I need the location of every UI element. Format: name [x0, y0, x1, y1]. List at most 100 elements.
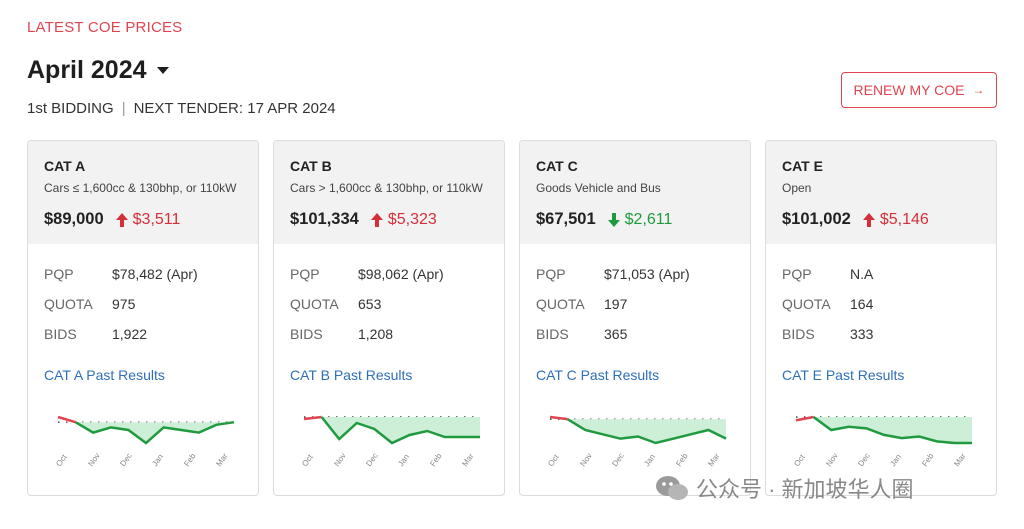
trend-line-up — [549, 415, 568, 421]
pqp-label: PQP — [782, 266, 812, 282]
category-name: CAT A — [44, 158, 86, 174]
month-title: April 2024 — [27, 56, 147, 84]
bids-value: 1,922 — [112, 326, 148, 342]
quota-label: QUOTA — [782, 296, 831, 312]
month-tick-label: Jan — [642, 452, 657, 468]
price-change: $3,511 — [115, 210, 181, 229]
price-row: $67,501 $2,611 — [536, 210, 734, 229]
bidding-round: 1st BIDDING — [27, 100, 114, 117]
trend-line — [566, 418, 727, 445]
arrow-up-icon — [862, 212, 880, 227]
pqp-value: $78,482 (Apr) — [112, 266, 198, 282]
month-tick-label: Oct — [54, 452, 69, 468]
month-tick-label: Feb — [920, 451, 936, 468]
divider: | — [121, 100, 126, 117]
watermark: 公众号 · 新加坡华人圈 — [654, 472, 914, 504]
trend-line — [320, 416, 480, 445]
renew-coe-button[interactable]: RENEW MY COE → — [841, 72, 997, 108]
coe-card-cat-a: CAT A Cars ≤ 1,600cc & 130bhp, or 110kW … — [27, 140, 259, 496]
month-tick-label: Mar — [706, 451, 721, 468]
month-tick-label: Oct — [792, 452, 807, 468]
coe-price: $101,334 — [290, 210, 359, 228]
month-tick-label: Dec — [118, 451, 134, 468]
pqp-row: PQP $71,053 (Apr) — [536, 259, 734, 289]
month-tick-label: Nov — [824, 451, 840, 468]
bids-label: BIDS — [782, 326, 815, 342]
bids-label: BIDS — [44, 326, 77, 342]
coe-price: $89,000 — [44, 210, 104, 228]
coe-card-cat-c: CAT C Goods Vehicle and Bus $67,501 $2,6… — [519, 140, 751, 496]
coe-price: $101,002 — [782, 210, 851, 228]
month-tick-label: Feb — [428, 451, 444, 468]
price-row: $89,000 $3,511 — [44, 210, 242, 229]
month-tick-label: Nov — [332, 451, 348, 468]
price-trend-chart: Oct Nov Dec Jan Feb Mar — [792, 415, 972, 468]
category-description: Cars ≤ 1,600cc & 130bhp, or 110kW — [44, 181, 237, 195]
month-selector[interactable]: April 2024 — [27, 56, 169, 85]
bids-value: 1,208 — [358, 326, 394, 342]
month-tick-label: Jan — [888, 452, 903, 468]
past-results-link[interactable]: CAT A Past Results — [44, 367, 165, 383]
bids-label: BIDS — [536, 326, 569, 342]
bids-label: BIDS — [290, 326, 323, 342]
month-tick-label: Nov — [86, 451, 102, 468]
trend-line — [812, 415, 972, 445]
month-tick-label: Jan — [150, 452, 165, 468]
month-tick-label: Mar — [952, 451, 967, 468]
month-tick-label: Mar — [214, 451, 229, 468]
arrow-up-icon — [370, 212, 388, 227]
bids-row: BIDS 1,208 — [290, 319, 488, 349]
wechat-icon — [656, 476, 688, 500]
pqp-row: PQP $98,062 (Apr) — [290, 259, 488, 289]
coe-card-cat-b: CAT B Cars > 1,600cc & 130bhp, or 110kW … — [273, 140, 505, 496]
month-tick-label: Dec — [856, 451, 872, 468]
month-tick-label: Oct — [546, 452, 561, 468]
price-trend-chart: Oct Nov Dec Jan Feb Mar — [546, 415, 727, 468]
month-tick-label: Feb — [182, 451, 198, 468]
quota-row: QUOTA 164 — [782, 289, 980, 319]
pqp-value: $71,053 (Apr) — [604, 266, 690, 282]
price-change: $5,146 — [862, 210, 929, 229]
price-change-value: $3,511 — [132, 210, 181, 228]
arrow-right-icon: → — [972, 83, 985, 97]
trend-area — [813, 417, 972, 443]
category-description: Cars > 1,600cc & 130bhp, or 110kW — [290, 181, 483, 195]
caret-down-icon — [156, 67, 169, 74]
pqp-value: $98,062 (Apr) — [358, 266, 444, 282]
quota-row: QUOTA 653 — [290, 289, 488, 319]
pqp-row: PQP N.A — [782, 259, 980, 289]
price-row: $101,002 $5,146 — [782, 210, 980, 229]
quota-value: 653 — [358, 296, 382, 312]
card-header: CAT A Cars ≤ 1,600cc & 130bhp, or 110kW … — [28, 141, 258, 244]
bids-value: 365 — [604, 326, 628, 342]
pqp-label: PQP — [290, 266, 320, 282]
month-tick-label: Oct — [300, 452, 315, 468]
price-change: $2,611 — [607, 211, 672, 229]
trend-line — [74, 420, 235, 445]
month-tick-label: Mar — [460, 451, 475, 468]
price-trend-chart: Oct Nov Dec Jan Feb Mar — [54, 415, 235, 468]
trend-line-up — [303, 415, 322, 421]
trend-line-up — [795, 415, 814, 422]
bids-value: 333 — [850, 326, 874, 342]
quota-value: 975 — [112, 296, 136, 312]
past-results-link[interactable]: CAT C Past Results — [536, 367, 660, 383]
price-row: $101,334 $5,323 — [290, 210, 488, 229]
price-change-value: $5,146 — [879, 210, 929, 228]
pqp-value: N.A — [850, 266, 874, 282]
card-header: CAT B Cars > 1,600cc & 130bhp, or 110kW … — [274, 141, 504, 244]
card-header: CAT C Goods Vehicle and Bus $67,501 $2,6… — [520, 141, 750, 244]
month-tick-label: Nov — [578, 451, 594, 468]
past-results-link[interactable]: CAT E Past Results — [782, 367, 905, 383]
quota-label: QUOTA — [290, 296, 339, 312]
pqp-label: PQP — [44, 266, 74, 282]
trend-area — [75, 422, 234, 443]
trend-area — [567, 419, 726, 443]
month-tick-label: Feb — [674, 451, 690, 468]
month-tick-label: Dec — [364, 451, 380, 468]
card-header: CAT E Open $101,002 $5,146 — [766, 141, 996, 244]
quota-value: 197 — [604, 296, 628, 312]
bids-row: BIDS 1,922 — [44, 319, 242, 349]
past-results-link[interactable]: CAT B Past Results — [290, 367, 413, 383]
latest-coe-label: LATEST COE PRICES — [27, 19, 183, 36]
